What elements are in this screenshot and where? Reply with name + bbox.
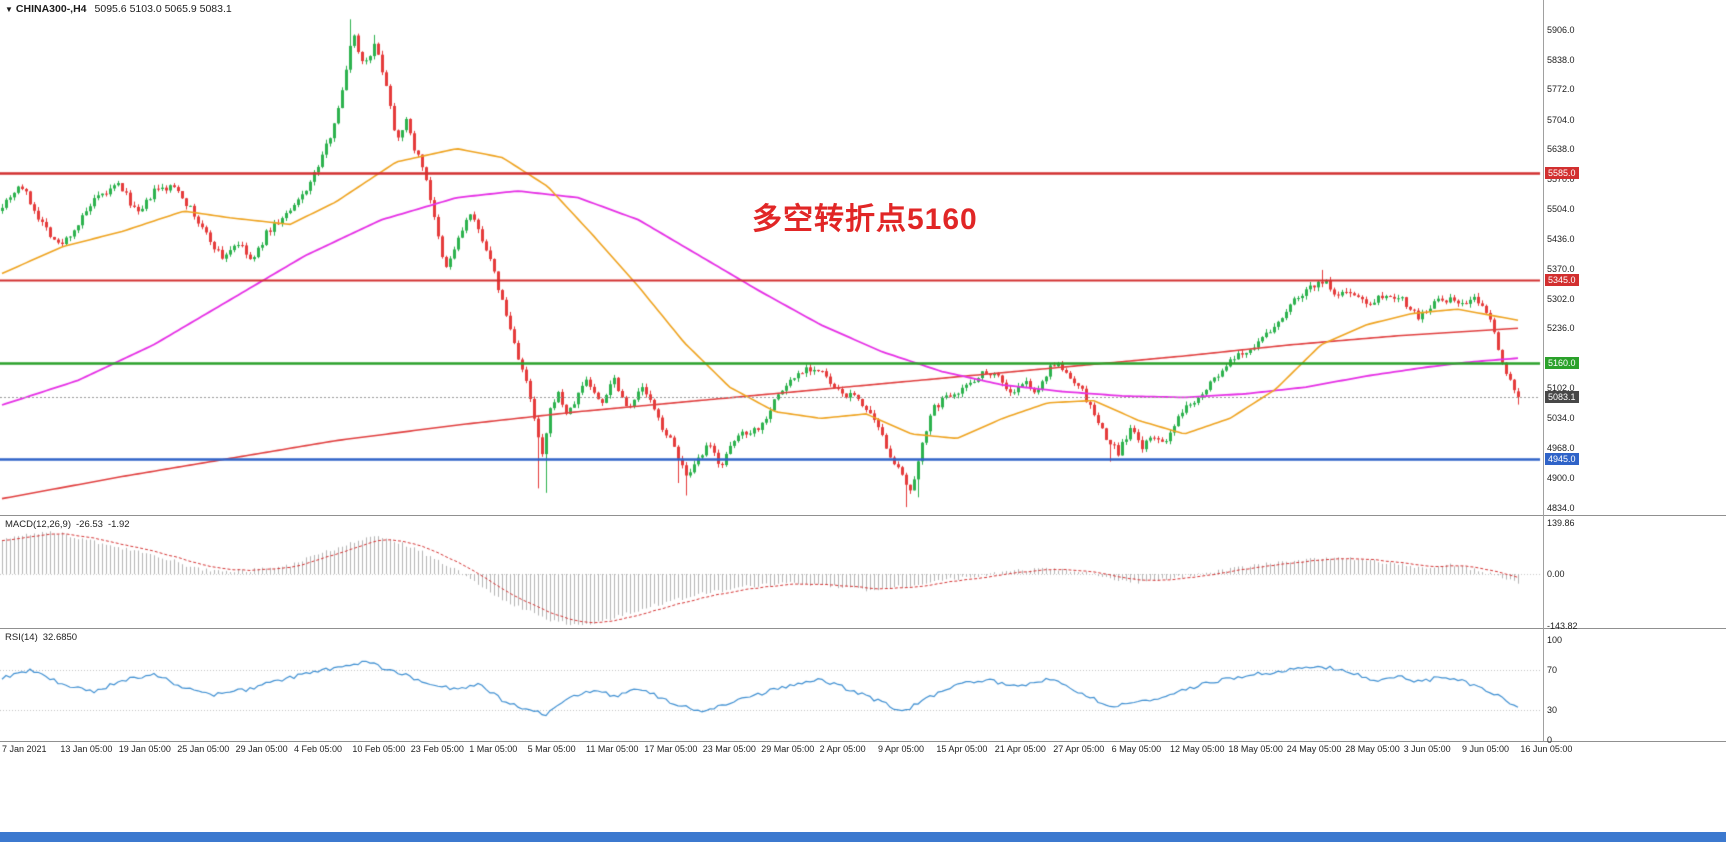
rsi-indicator-canvas[interactable] — [0, 629, 1543, 741]
macd-tick-label: 0.00 — [1547, 569, 1565, 579]
macd-tick-label: -143.82 — [1547, 621, 1578, 632]
rsi-tick-label: 0 — [1547, 735, 1553, 745]
macd-name: MACD(12,26,9) — [5, 519, 71, 530]
price-tick-label: 5236.0 — [1547, 323, 1575, 334]
price-tick-label: 5838.0 — [1547, 54, 1575, 65]
macd-indicator-canvas[interactable] — [0, 516, 1543, 628]
price-level-badge: 4945.0 — [1545, 452, 1579, 465]
price-tick-label: 4834.0 — [1547, 502, 1575, 513]
time-axis-separator — [0, 741, 1726, 742]
time-label: 11 Mar 05:00 — [586, 744, 639, 754]
price-tick-label: 5704.0 — [1547, 114, 1575, 125]
rsi-label: RSI(14) 32.6850 — [5, 632, 82, 643]
panel-separator-2[interactable] — [0, 628, 1726, 629]
time-label: 16 Jun 05:00 — [1520, 744, 1573, 754]
time-label: 21 Apr 05:00 — [994, 744, 1046, 754]
time-label: 9 Apr 05:00 — [878, 744, 925, 754]
price-tick-label: 5436.0 — [1547, 234, 1575, 245]
rsi-tick-label: 30 — [1547, 705, 1558, 715]
time-label: 17 Mar 05:00 — [644, 744, 698, 754]
time-label: 3 Jun 05:00 — [1403, 744, 1451, 754]
symbol-marker-icon: ▼ — [5, 5, 13, 14]
time-label: 19 Jan 05:00 — [118, 744, 171, 754]
macd-tick-label: 139.86 — [1547, 518, 1575, 528]
time-label: 29 Mar 05:00 — [761, 744, 815, 754]
price-tick-label: 5504.0 — [1547, 203, 1575, 214]
time-label: 27 Apr 05:00 — [1053, 744, 1105, 754]
panel-separator-1[interactable] — [0, 515, 1726, 516]
price-tick-label: 5102.0 — [1547, 383, 1575, 393]
ohlc-values: 5095.6 5103.0 5065.9 5083.1 — [94, 3, 232, 15]
bottom-blue-bar — [0, 832, 1726, 842]
rsi-tick-label: 70 — [1547, 665, 1558, 675]
time-label: 9 Jun 05:00 — [1462, 744, 1510, 754]
time-label: 6 May 05:00 — [1111, 744, 1162, 754]
time-label: 1 Mar 05:00 — [469, 744, 518, 754]
time-label: 23 Mar 05:00 — [702, 744, 756, 754]
rsi-tick-label: 100 — [1547, 635, 1563, 645]
price-tick-label: 4968.0 — [1547, 442, 1575, 453]
price-tick-label: 5638.0 — [1547, 144, 1575, 154]
time-label: 4 Feb 05:00 — [294, 744, 343, 754]
time-label: 24 May 05:00 — [1286, 744, 1342, 754]
symbol-title: CHINA300-,H4 — [15, 3, 87, 15]
current-price-badge: 5083.1 — [1545, 390, 1579, 403]
price-tick-label: 5772.0 — [1547, 84, 1575, 95]
annotation-text[interactable]: 多空转折点5160 — [752, 203, 978, 236]
time-label: 13 Jan 05:00 — [60, 744, 113, 754]
time-label: 12 May 05:00 — [1170, 744, 1225, 754]
time-label: 18 May 05:00 — [1228, 744, 1283, 754]
rsi-value: 32.6850 — [42, 632, 78, 643]
price-tick-label: 5370.0 — [1547, 263, 1575, 274]
time-label: 25 Jan 05:00 — [177, 744, 230, 754]
price-tick-label: 5570.0 — [1547, 174, 1575, 185]
macd-value: -26.53 — [76, 519, 103, 530]
price-tick-label: 5302.0 — [1547, 293, 1575, 304]
time-label: 5 Mar 05:00 — [527, 744, 576, 754]
macd-label: MACD(12,26,9) -26.53 -1.92 — [5, 519, 135, 530]
chart-header: ▼ CHINA300-,H4 5095.6 5103.0 5065.9 5083.1 — [5, 3, 232, 15]
time-label: 2 Apr 05:00 — [819, 744, 866, 754]
price-chart-canvas[interactable] — [0, 0, 1543, 516]
time-label: 29 Jan 05:00 — [235, 744, 288, 754]
time-label: 15 Apr 05:00 — [936, 744, 988, 754]
time-label: 23 Feb 05:00 — [410, 744, 464, 754]
price-scale-separator — [1543, 0, 1544, 741]
price-tick-label: 5034.0 — [1547, 413, 1575, 424]
time-label: 10 Feb 05:00 — [352, 744, 406, 754]
rsi-name: RSI(14) — [5, 632, 38, 643]
price-level-badge: 5345.0 — [1545, 274, 1579, 287]
macd-signal-value: -1.92 — [107, 519, 130, 530]
time-label: 28 May 05:00 — [1345, 744, 1400, 754]
price-tick-label: 4900.0 — [1547, 473, 1575, 484]
price-tick-label: 5906.0 — [1547, 24, 1575, 35]
price-level-badge: 5160.0 — [1545, 356, 1579, 369]
price-level-badge: 5585.0 — [1545, 167, 1579, 180]
time-label: 7 Jan 2021 — [2, 744, 47, 754]
